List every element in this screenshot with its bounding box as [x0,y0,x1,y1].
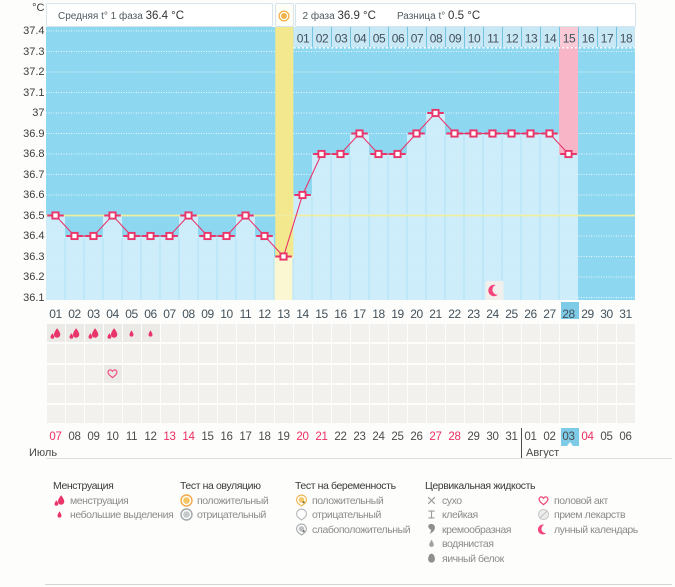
svg-text:18: 18 [620,32,633,46]
svg-text:05: 05 [373,32,386,46]
svg-text:14: 14 [544,32,557,46]
svg-text:03: 03 [335,32,348,46]
svg-text:17: 17 [601,32,614,46]
svg-text:15: 15 [563,32,576,46]
svg-text:01: 01 [297,32,310,46]
svg-text:06: 06 [392,32,405,46]
svg-text:02: 02 [316,32,329,46]
svg-text:09: 09 [449,32,462,46]
svg-text:11: 11 [487,32,499,46]
svg-text:16: 16 [582,32,595,46]
svg-text:10: 10 [468,32,481,46]
svg-text:04: 04 [354,32,367,46]
svg-text:07: 07 [411,32,424,46]
svg-text:08: 08 [430,32,443,46]
svg-text:12: 12 [506,32,519,46]
svg-text:13: 13 [525,32,538,46]
